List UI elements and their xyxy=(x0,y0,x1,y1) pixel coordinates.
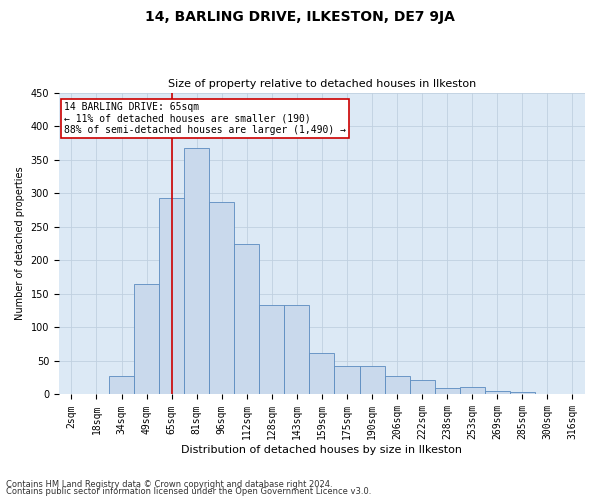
Bar xyxy=(510,392,535,394)
Text: 14, BARLING DRIVE, ILKESTON, DE7 9JA: 14, BARLING DRIVE, ILKESTON, DE7 9JA xyxy=(145,10,455,24)
Bar xyxy=(410,380,434,394)
Bar xyxy=(434,388,460,394)
Bar xyxy=(134,284,159,395)
Bar xyxy=(460,387,485,394)
Bar xyxy=(109,376,134,394)
Y-axis label: Number of detached properties: Number of detached properties xyxy=(15,166,25,320)
Bar xyxy=(234,244,259,394)
Bar xyxy=(184,148,209,394)
Bar xyxy=(284,305,310,394)
X-axis label: Distribution of detached houses by size in Ilkeston: Distribution of detached houses by size … xyxy=(181,445,463,455)
Bar xyxy=(259,305,284,394)
Bar xyxy=(159,198,184,394)
Bar xyxy=(310,353,334,395)
Text: 14 BARLING DRIVE: 65sqm
← 11% of detached houses are smaller (190)
88% of semi-d: 14 BARLING DRIVE: 65sqm ← 11% of detache… xyxy=(64,102,346,135)
Bar xyxy=(209,202,234,394)
Bar xyxy=(359,366,385,394)
Text: Contains public sector information licensed under the Open Government Licence v3: Contains public sector information licen… xyxy=(6,487,371,496)
Bar xyxy=(334,366,359,394)
Title: Size of property relative to detached houses in Ilkeston: Size of property relative to detached ho… xyxy=(168,79,476,89)
Text: Contains HM Land Registry data © Crown copyright and database right 2024.: Contains HM Land Registry data © Crown c… xyxy=(6,480,332,489)
Bar xyxy=(385,376,410,394)
Bar xyxy=(485,391,510,394)
